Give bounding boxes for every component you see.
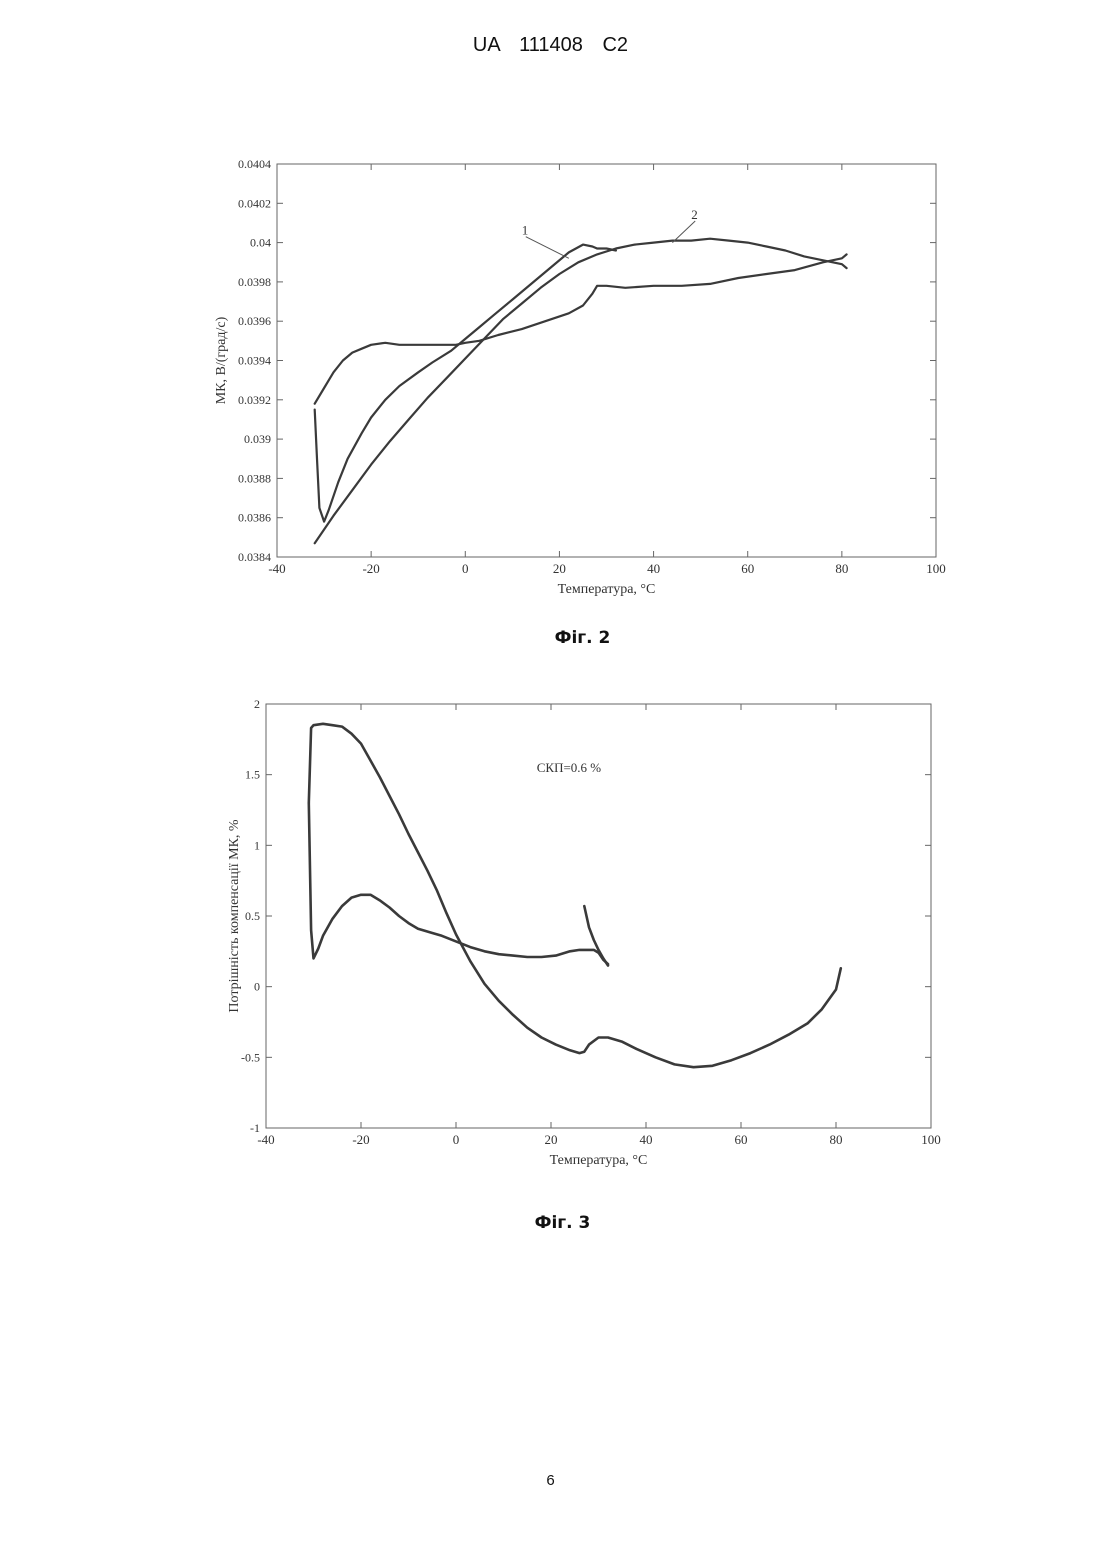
x-tick-label: 0 <box>462 561 469 576</box>
y-tick-label: 0.0394 <box>238 354 271 368</box>
plot-frame <box>277 164 936 557</box>
y-tick-label: 1 <box>254 838 260 852</box>
y-tick-label: 0.0386 <box>238 511 271 525</box>
y-tick-label: -1 <box>250 1121 260 1135</box>
series-line-3 <box>584 906 608 965</box>
figure-2-chart: -40-200204060801000.03840.03860.03880.03… <box>0 150 1101 620</box>
page-number: 6 <box>0 1472 1101 1489</box>
annotation-text: 2 <box>691 207 698 222</box>
y-tick-label: 1.5 <box>245 768 260 782</box>
x-tick-label: 60 <box>741 561 754 576</box>
y-axis-label: МК, В/(град/с) <box>214 316 229 404</box>
y-tick-label: 0.0396 <box>238 314 271 328</box>
y-tick-label: 0.0388 <box>238 471 271 485</box>
x-tick-label: 20 <box>545 1132 558 1147</box>
x-tick-label: 0 <box>453 1132 460 1147</box>
figure-3-chart: -40-20020406080100-1-0.500.511.52Темпера… <box>0 690 1101 1200</box>
x-axis-label: Температура, °C <box>558 582 656 597</box>
y-tick-label: 0.0404 <box>238 157 271 171</box>
y-tick-label: 0.0384 <box>238 550 271 564</box>
figure-3-caption: Фіг. 3 <box>12 1213 1101 1233</box>
x-tick-label: -20 <box>352 1132 369 1147</box>
series-line-3 <box>315 254 847 403</box>
x-axis-label: Температура, °C <box>550 1153 648 1168</box>
x-tick-label: -20 <box>362 561 379 576</box>
y-tick-label: 0 <box>254 980 260 994</box>
annotation-text: 1 <box>522 223 529 238</box>
x-tick-label: 80 <box>830 1132 843 1147</box>
patent-header: UA 111408 C2 <box>0 34 1101 57</box>
x-tick-label: 100 <box>921 1132 941 1147</box>
annotation-text: СКП=0.6 % <box>537 760 602 775</box>
y-tick-label: 2 <box>254 697 260 711</box>
annotation-leader <box>672 221 695 243</box>
y-tick-label: 0.0402 <box>238 196 271 210</box>
y-tick-label: 0.5 <box>245 909 260 923</box>
x-tick-label: 20 <box>553 561 566 576</box>
figure-2-caption: Фіг. 2 <box>32 628 1101 648</box>
x-tick-label: 40 <box>647 561 660 576</box>
y-tick-label: 0.0398 <box>238 275 271 289</box>
x-tick-label: 60 <box>735 1132 748 1147</box>
y-tick-label: 0.0392 <box>238 393 271 407</box>
series-line-2 <box>309 724 841 1067</box>
x-tick-label: 100 <box>926 561 946 576</box>
y-axis-label: Потрішність компенсації МК, % <box>227 819 242 1013</box>
x-tick-label: 40 <box>640 1132 653 1147</box>
annotation-leader <box>526 237 569 259</box>
y-tick-label: 0.039 <box>244 432 271 446</box>
x-tick-label: 80 <box>835 561 848 576</box>
y-tick-label: -0.5 <box>241 1050 260 1064</box>
y-tick-label: 0.04 <box>250 236 271 250</box>
